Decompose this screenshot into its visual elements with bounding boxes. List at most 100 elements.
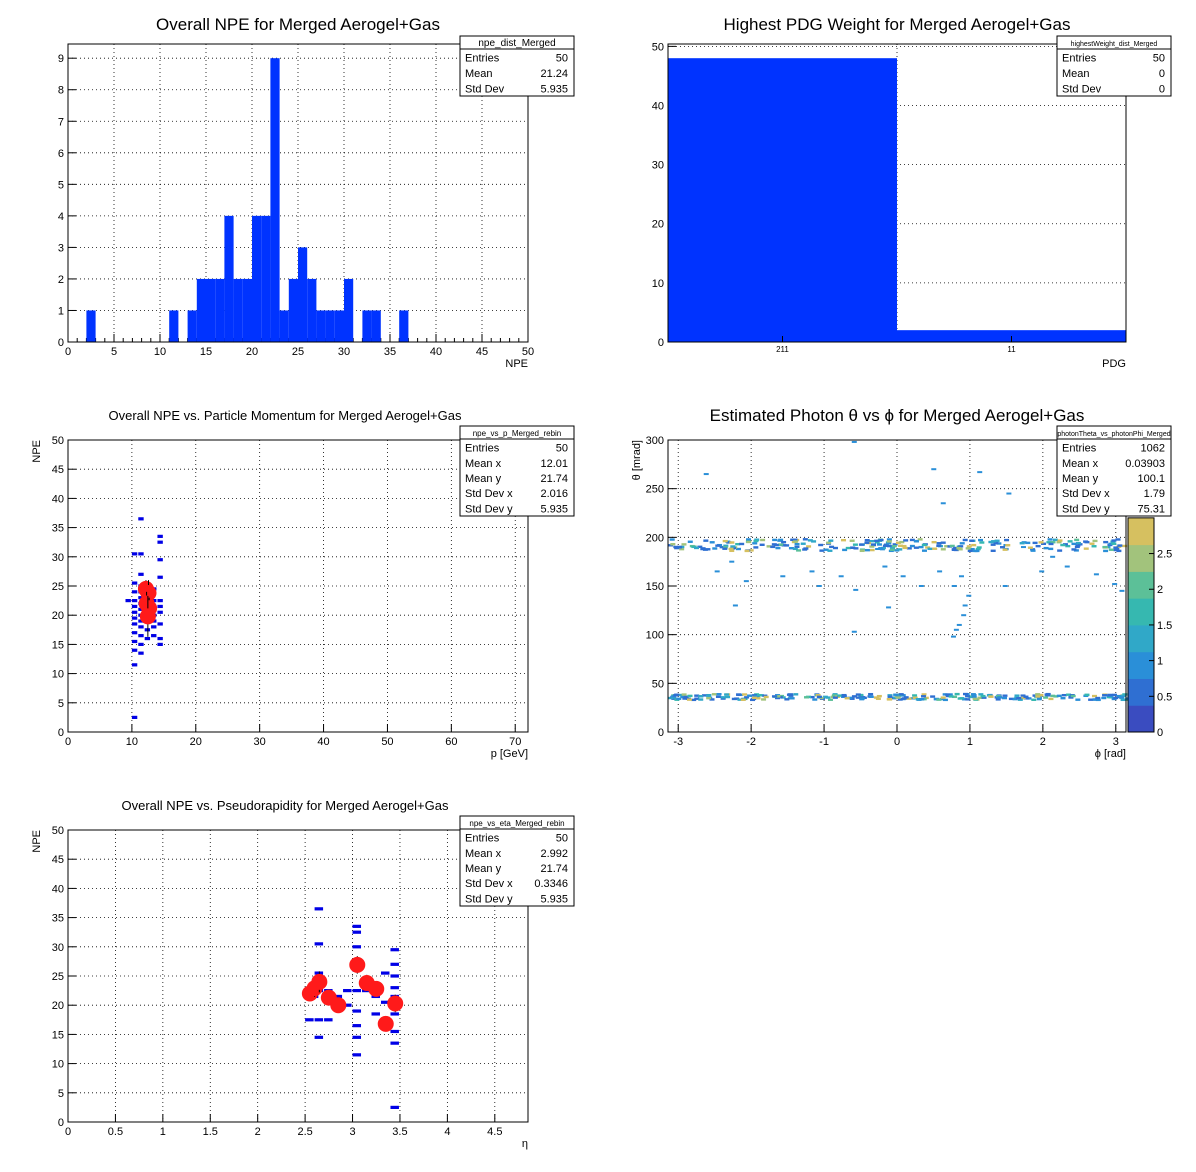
heat-cell bbox=[844, 697, 850, 700]
heat-cell bbox=[1088, 698, 1094, 701]
heat-cell bbox=[940, 502, 946, 505]
bin-marker bbox=[380, 1000, 390, 1004]
heat-cell bbox=[771, 695, 777, 698]
heat-cell bbox=[940, 696, 946, 699]
stats-label: Mean x bbox=[1062, 458, 1099, 470]
heat-cell bbox=[1019, 542, 1025, 545]
bin-marker bbox=[314, 907, 324, 911]
heat-cell bbox=[891, 544, 897, 548]
y-tick-label: 20 bbox=[52, 1000, 64, 1012]
heat-cell bbox=[993, 541, 999, 545]
heat-cell bbox=[979, 541, 985, 544]
heat-cell bbox=[1043, 696, 1049, 699]
bin-marker bbox=[131, 552, 138, 556]
heat-cell bbox=[886, 606, 892, 609]
heat-cell bbox=[897, 698, 903, 701]
heat-cell bbox=[988, 540, 994, 544]
heat-cell bbox=[845, 546, 851, 550]
histogram-bar bbox=[399, 310, 409, 342]
heat-cell bbox=[792, 547, 798, 551]
heat-cell bbox=[705, 548, 711, 551]
heat-cell bbox=[802, 538, 808, 541]
heat-cell bbox=[750, 698, 756, 702]
heat-cell bbox=[796, 549, 802, 552]
heat-cell bbox=[876, 543, 882, 546]
profile-point bbox=[311, 973, 328, 990]
heat-cell bbox=[988, 695, 994, 698]
x-tick-label: 3 bbox=[1113, 736, 1119, 748]
y-tick-label: 10 bbox=[52, 1059, 64, 1071]
y-tick-label: 0 bbox=[58, 337, 64, 349]
bin-marker bbox=[131, 663, 138, 667]
histogram-bar bbox=[224, 215, 234, 342]
heat-cell bbox=[889, 548, 895, 551]
heat-cell bbox=[959, 542, 965, 545]
z-tick-label: 1 bbox=[1157, 656, 1163, 668]
stats-value: 1.79 bbox=[1144, 488, 1165, 500]
heat-cell bbox=[855, 696, 861, 699]
heat-cell bbox=[1036, 697, 1042, 701]
heat-cell bbox=[841, 693, 847, 697]
heat-cell bbox=[853, 588, 859, 591]
stats-value: 5.935 bbox=[540, 503, 568, 515]
heat-cell bbox=[961, 614, 967, 617]
heat-cell bbox=[1095, 696, 1101, 700]
bin-marker bbox=[371, 1012, 380, 1016]
bin-marker bbox=[343, 1003, 352, 1007]
profile-point bbox=[349, 956, 366, 973]
heat-cell bbox=[794, 542, 800, 546]
z-tick-label: 1.5 bbox=[1157, 620, 1172, 632]
stats-name: npe_vs_eta_Merged_rebin bbox=[469, 819, 564, 828]
heat-cell bbox=[981, 696, 987, 699]
bin-marker bbox=[390, 1041, 399, 1045]
heat-cell bbox=[719, 545, 725, 549]
heat-cell bbox=[757, 694, 763, 697]
heat-cell bbox=[1038, 693, 1044, 697]
heat-cell bbox=[1030, 548, 1036, 551]
heat-cell bbox=[970, 693, 976, 696]
heat-cell bbox=[720, 696, 726, 699]
heat-cell bbox=[1050, 694, 1056, 698]
stats-value: 50 bbox=[556, 53, 568, 65]
y-tick-label: 6 bbox=[58, 148, 64, 160]
y-tick-label: 150 bbox=[646, 581, 664, 593]
bin-marker bbox=[157, 534, 163, 538]
heat-cell bbox=[1065, 544, 1071, 548]
bin-marker bbox=[352, 1009, 362, 1013]
stats-frame bbox=[1056, 425, 1172, 517]
heat-cell bbox=[1060, 696, 1066, 700]
heat-cell bbox=[1115, 538, 1121, 541]
heat-cell bbox=[954, 692, 960, 696]
x-tick-label: 3.5 bbox=[392, 1126, 407, 1138]
heat-cell bbox=[714, 570, 720, 573]
heat-cell bbox=[812, 698, 818, 701]
heat-cell bbox=[886, 538, 892, 541]
bin-marker bbox=[390, 948, 399, 952]
heat-cell bbox=[1093, 573, 1099, 576]
heat-cell bbox=[841, 538, 847, 542]
stats-value: 0.3346 bbox=[534, 878, 568, 890]
heat-cell bbox=[792, 538, 798, 541]
heat-cell bbox=[772, 538, 778, 542]
heat-cell bbox=[859, 549, 865, 553]
stats-label: Mean y bbox=[465, 473, 502, 485]
heat-cell bbox=[1083, 547, 1089, 550]
stats-label: Entries bbox=[1062, 53, 1097, 65]
x-tick-label: 50 bbox=[381, 736, 393, 748]
x-tick-label: 10 bbox=[154, 346, 166, 358]
heat-cell bbox=[1120, 694, 1126, 697]
heat-cell bbox=[977, 471, 983, 474]
heat-cell bbox=[996, 542, 1002, 545]
heat-cell bbox=[722, 546, 728, 549]
y-tick-label: 40 bbox=[52, 883, 64, 895]
bin-marker bbox=[131, 599, 138, 603]
y-tick-label: 5 bbox=[58, 1088, 64, 1100]
heat-cell bbox=[1071, 542, 1077, 546]
heat-cell bbox=[887, 695, 893, 698]
heat-cell bbox=[874, 541, 880, 544]
heat-cell bbox=[966, 594, 972, 597]
heat-cell bbox=[870, 543, 876, 546]
chart-title: Highest PDG Weight for Merged Aerogel+Ga… bbox=[724, 15, 1071, 34]
heat-cell bbox=[855, 693, 861, 696]
heat-cell bbox=[705, 694, 711, 697]
